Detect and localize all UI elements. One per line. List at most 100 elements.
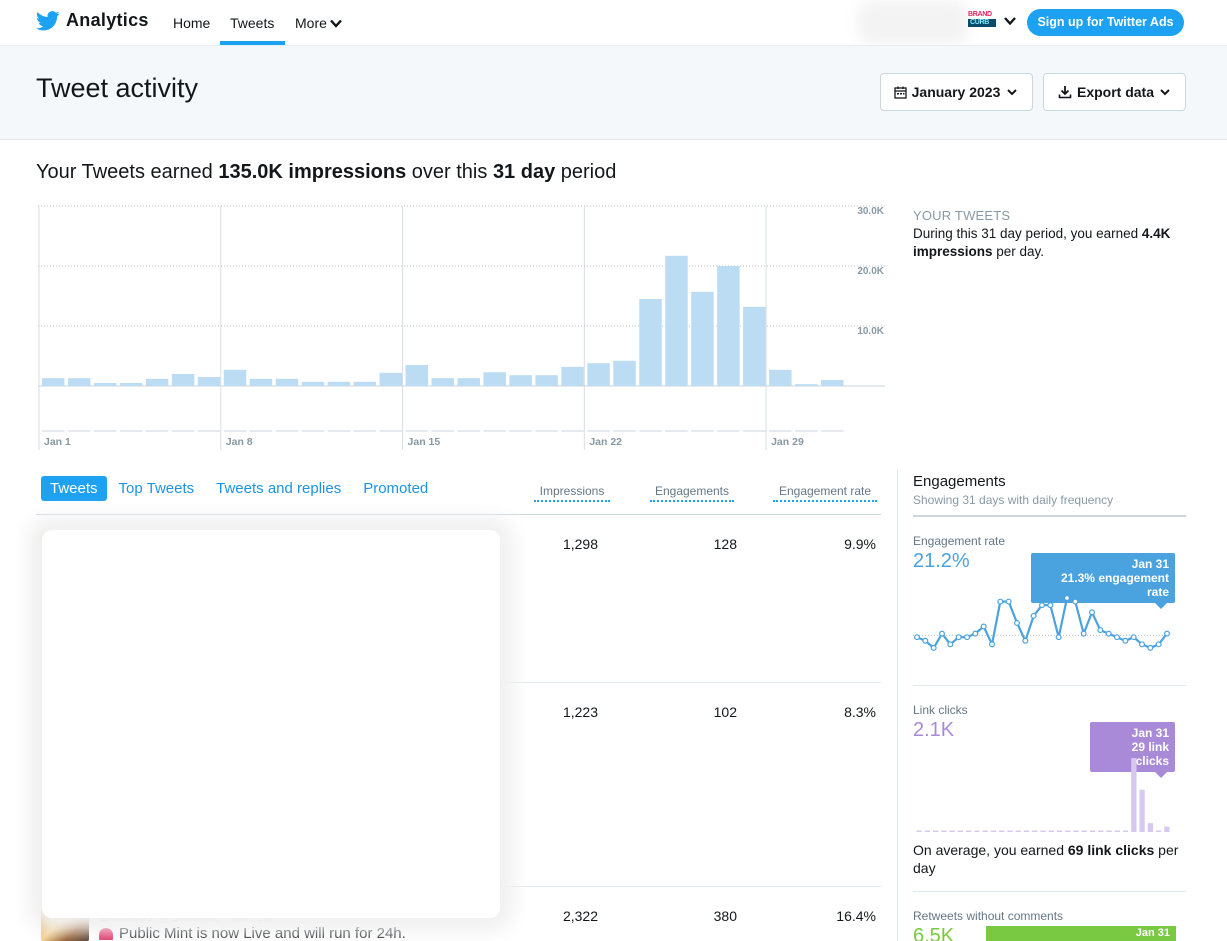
- engagement-rate-point: [1055, 634, 1062, 641]
- link-clicks-bar: [990, 830, 997, 832]
- link-clicks-bar: [1164, 826, 1170, 832]
- month-selector-button[interactable]: January 2023: [880, 73, 1033, 111]
- tab-tweets[interactable]: Tweets: [41, 476, 107, 501]
- link-clicks-avg-before: On average, you earned: [913, 842, 1068, 858]
- impression-bar: [535, 375, 558, 386]
- engagement-rate-tooltip: Jan 31 21.3% engagement rate: [1031, 553, 1175, 609]
- sign-up-ads-button[interactable]: Sign up for Twitter Ads: [1027, 9, 1184, 36]
- impression-bar: [457, 378, 480, 386]
- x-tick-label: Jan 29: [771, 436, 804, 448]
- impression-bar: [197, 377, 221, 386]
- link-clicks-bar: [1114, 830, 1120, 832]
- engagement-rate-point: [1005, 598, 1012, 605]
- link-clicks-bar-chart[interactable]: [913, 756, 1173, 834]
- tab-promoted[interactable]: Promoted: [363, 480, 429, 497]
- nav-more-menu[interactable]: More: [295, 15, 342, 31]
- engagement-rate-point: [1072, 598, 1079, 605]
- profile-avatar[interactable]: BRAND CURB: [968, 11, 996, 31]
- calendar-icon: [893, 86, 907, 99]
- impression-bar: [119, 383, 143, 386]
- engagement-rate-point: [972, 630, 979, 637]
- engagement-rate-point: [939, 630, 946, 637]
- chevron-down-icon: [330, 19, 342, 28]
- tab-tweets-and-replies[interactable]: Tweets and replies: [216, 480, 342, 497]
- engagement-rate-point: [1105, 630, 1112, 637]
- row2-engagement-rate: 8.3%: [844, 704, 876, 720]
- header-band: Tweet activity January 2023 Export data: [0, 46, 1227, 140]
- siren-icon: [99, 927, 113, 940]
- link-clicks-bar: [1122, 830, 1129, 832]
- chevron-down-icon[interactable]: [1003, 16, 1017, 26]
- impression-bar: [93, 383, 117, 386]
- your-tweets-text-after: per day.: [992, 244, 1045, 259]
- link-clicks-label: Link clicks: [913, 703, 968, 717]
- impression-bar: [743, 306, 766, 386]
- column-divider: [897, 470, 898, 941]
- impression-bar: [379, 372, 403, 386]
- nav-tweets-link[interactable]: Tweets: [230, 15, 275, 31]
- row2-engagements: 102: [713, 704, 737, 720]
- link-clicks-bar: [1015, 830, 1021, 832]
- your-tweets-panel: YOUR TWEETS During this 31 day period, y…: [913, 208, 1193, 261]
- link-clicks-bar: [982, 830, 988, 832]
- row1-engagement-rate: 9.9%: [844, 536, 876, 552]
- impression-bar: [821, 380, 844, 386]
- link-clicks-tooltip-date: Jan 31: [1131, 726, 1169, 740]
- link-clicks-bar: [1131, 758, 1137, 832]
- impression-bar: [223, 369, 247, 386]
- column-engagements[interactable]: Engagements: [650, 484, 734, 502]
- section-divider: [913, 891, 1186, 892]
- engagement-rate-point: [1122, 637, 1129, 644]
- engagement-rate-point: [1047, 602, 1054, 609]
- link-clicks-bar: [957, 830, 964, 832]
- link-clicks-bar: [1040, 830, 1046, 832]
- engagement-rate-point: [1080, 630, 1087, 637]
- impression-bar: [301, 381, 325, 386]
- summary-suffix: period: [555, 161, 617, 183]
- engagement-rate-tooltip-date: Jan 31: [1131, 557, 1169, 571]
- link-clicks-bar: [949, 830, 955, 832]
- engagement-rate-point: [1130, 634, 1137, 641]
- nav-home-link[interactable]: Home: [173, 15, 211, 31]
- download-icon: [1058, 86, 1072, 99]
- tab-top-tweets[interactable]: Top Tweets: [118, 480, 195, 497]
- link-clicks-bar: [1098, 830, 1104, 832]
- export-data-button[interactable]: Export data: [1043, 73, 1186, 111]
- brand[interactable]: Analytics: [36, 10, 149, 31]
- engagement-rate-point: [1147, 644, 1154, 651]
- tweet-text[interactable]: Public Mint is now Live and will run for…: [99, 925, 406, 941]
- engagement-rate-point: [922, 637, 929, 644]
- link-clicks-avg-bold: 69 link clicks: [1067, 842, 1155, 858]
- engagement-rate-point: [980, 623, 987, 630]
- engagement-rate-point: [1089, 609, 1096, 616]
- impression-bar: [42, 378, 65, 386]
- impression-bar: [171, 374, 195, 386]
- column-engagement-rate[interactable]: Engagement rate: [773, 484, 877, 502]
- engagement-rate-point: [997, 598, 1004, 605]
- engagement-rate-sparkline[interactable]: [913, 590, 1173, 665]
- impression-bar: [275, 378, 299, 386]
- impressions-chart[interactable]: 10.0K 20.0K 30.0K Jan 1 Jan 8 Jan 15 Jan 22 Jan…: [0, 200, 895, 460]
- your-tweets-text: During this 31 day period, you earned 4.…: [913, 225, 1193, 261]
- your-tweets-text-before: During this 31 day period, you earned: [913, 226, 1142, 241]
- chevron-down-icon: [1007, 89, 1018, 96]
- engagements-divider: [913, 515, 1186, 517]
- impression-bar: [665, 255, 688, 386]
- engagements-title: Engagements: [913, 473, 1006, 490]
- link-clicks-bar: [1048, 830, 1054, 832]
- engagement-rate-point: [1139, 641, 1146, 648]
- impression-bar: [405, 365, 429, 386]
- engagement-rate-point: [1164, 630, 1171, 637]
- impression-bar: [327, 381, 351, 386]
- engagement-rate-point: [988, 641, 995, 648]
- link-clicks-bar: [941, 830, 947, 832]
- redacted-account-name: [858, 2, 968, 44]
- y-tick-label: 30.0K: [857, 206, 884, 217]
- engagement-rate-point: [1097, 627, 1104, 634]
- retweets-value: 6.5K: [913, 925, 955, 941]
- column-impressions[interactable]: Impressions: [534, 484, 610, 502]
- link-clicks-bar: [1023, 830, 1030, 832]
- link-clicks-bar: [1081, 830, 1087, 832]
- impression-bar: [353, 381, 377, 386]
- link-clicks-bar: [1147, 823, 1153, 832]
